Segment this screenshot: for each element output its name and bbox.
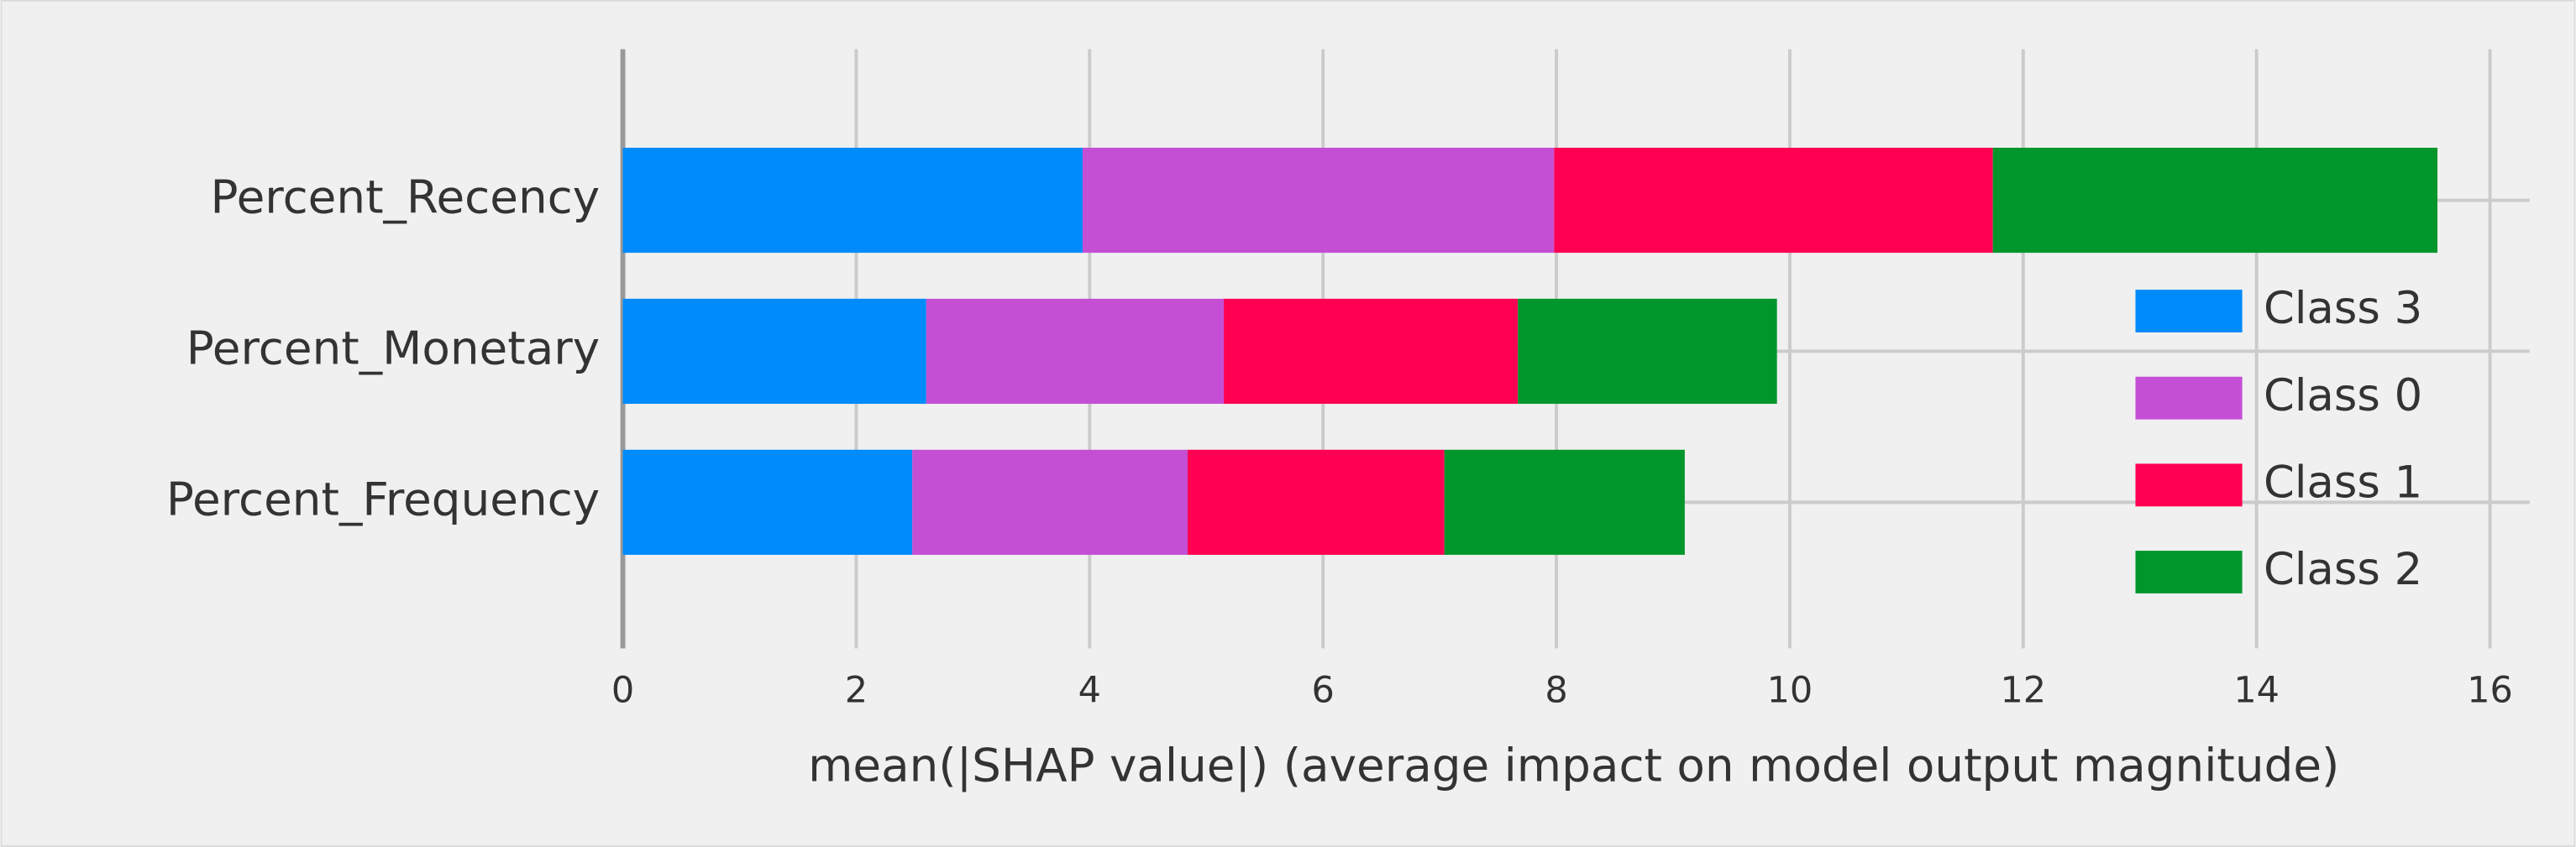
legend-swatch: [2135, 463, 2243, 507]
bar-segment: [1518, 298, 1777, 405]
legend-swatch: [2135, 551, 2243, 593]
x-tick-label: 14: [2233, 670, 2280, 712]
bar-segment: [1554, 147, 1993, 254]
labels: 0 2 4 6 8 10 12 14 16 Percent_Recency Percent_Mone…: [166, 170, 2513, 712]
legend: Class 3 Class 0 Class 1 Class 2: [2135, 283, 2422, 595]
legend-swatch: [2135, 290, 2243, 332]
x-tick-label: 10: [1767, 670, 1813, 712]
x-tick-label: 0: [611, 670, 634, 712]
bar-segment: [1992, 147, 2438, 254]
bar-segment: [622, 147, 1083, 254]
legend-label: Class 0: [2264, 370, 2422, 421]
x-tick-label: 6: [1312, 670, 1335, 712]
bar-segment: [1188, 449, 1445, 555]
x-tick-label: 4: [1078, 670, 1101, 712]
x-tick-label: 16: [2467, 670, 2513, 712]
y-tick-label: Percent_Recency: [211, 170, 601, 224]
x-axis-label: mean(|SHAP value|) (average impact on mo…: [808, 738, 2339, 792]
bar-segment: [1082, 147, 1555, 254]
legend-label: Class 3: [2264, 283, 2422, 334]
x-tick-label: 2: [845, 670, 868, 712]
y-tick-label: Percent_Frequency: [166, 473, 600, 526]
bar-segment: [926, 298, 1225, 405]
bar-segment: [1444, 449, 1685, 555]
bar-segment: [1224, 298, 1519, 405]
x-tick-label: 12: [2000, 670, 2046, 712]
bars: [622, 147, 2438, 555]
legend-label: Class 2: [2264, 544, 2422, 595]
legend-swatch: [2135, 376, 2243, 420]
bar-segment: [622, 298, 926, 405]
bar-segment: [912, 449, 1188, 555]
x-tick-label: 8: [1545, 670, 1567, 712]
bar-segment: [622, 449, 913, 555]
y-tick-label: Percent_Monetary: [186, 322, 600, 375]
legend-label: Class 1: [2264, 457, 2422, 508]
